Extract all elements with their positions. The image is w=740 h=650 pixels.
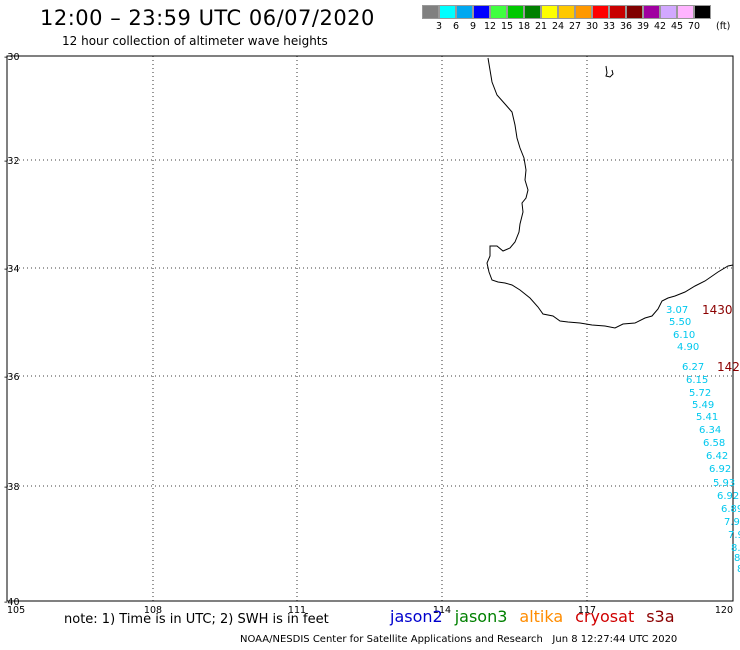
map-subtitle: 12 hour collection of altimeter wave hei… [62, 34, 328, 48]
swh-value: 3.07 [666, 305, 688, 316]
swh-value: 6.92 [709, 464, 731, 475]
legend-swatch [592, 5, 609, 19]
swh-value: 6.10 [673, 330, 695, 341]
legend-swatch [422, 5, 439, 19]
legend-label: 33 [602, 21, 616, 32]
satellite-jason2: jason2 [390, 607, 443, 626]
latitude-label: -38 [4, 482, 20, 493]
swh-value: 6.34 [699, 425, 721, 436]
legend-label: 39 [636, 21, 650, 32]
legend-label: 27 [568, 21, 582, 32]
legend-label: 24 [551, 21, 565, 32]
latitude-label: -34 [4, 264, 20, 275]
legend-label: 15 [500, 21, 514, 32]
legend-label: 9 [469, 21, 477, 32]
legend-label: 21 [534, 21, 548, 32]
time-labels: 1430 142 [702, 303, 740, 374]
swh-value: 6.42 [706, 451, 728, 462]
legend-swatch [626, 5, 643, 19]
swh-value: 8 [737, 564, 740, 575]
gridlines [7, 56, 733, 601]
legend-label: 12 [483, 21, 497, 32]
longitude-label: 108 [144, 605, 162, 616]
plot-frame [6, 55, 734, 602]
legend-swatch [541, 5, 558, 19]
generated-timestamp: Jun 8 12:27:44 UTC 2020 [552, 634, 678, 645]
legend-swatch [694, 5, 711, 19]
swh-labels: 3.075.50 6.104.90 6.27 6.15 5.725.495.41 6.34… [666, 305, 740, 575]
credit-line: NOAA/NESDIS Center for Satellite Applica… [240, 634, 677, 645]
legend-swatch [456, 5, 473, 19]
satellite-cryosat: cryosat [575, 607, 635, 626]
latitude-label: -40 [4, 597, 20, 608]
color-legend [422, 5, 711, 21]
satellite-altika: altika [519, 607, 564, 626]
swh-value: 6.15 [686, 375, 708, 386]
footnote: note: 1) Time is in UTC; 2) SWH is in fe… [64, 612, 329, 627]
legend-swatch [490, 5, 507, 19]
swh-value: 8. [734, 553, 740, 564]
legend-swatch [609, 5, 626, 19]
swh-value: 7.9 [724, 517, 740, 528]
coastline [486, 57, 734, 329]
legend-swatch [439, 5, 456, 19]
latitude-label: -36 [4, 372, 20, 383]
map-title: 12:00 – 23:59 UTC 06/07/2020 [40, 6, 375, 30]
legend-label: 6 [452, 21, 460, 32]
satellite-s3a: s3a [646, 607, 675, 626]
legend-label: 42 [653, 21, 667, 32]
legend-label: 3 [435, 21, 443, 32]
legend-swatch [643, 5, 660, 19]
satellite-legend: jason2 jason3 altika cryosat s3a [390, 607, 675, 626]
swh-value: 6.89 [721, 504, 740, 515]
legend-swatch [558, 5, 575, 19]
longitude-label: 114 [433, 605, 451, 616]
swh-value: 7.9 [728, 530, 740, 541]
satellite-jason3: jason3 [454, 607, 508, 626]
legend-label: 45 [670, 21, 684, 32]
latitude-label: -32 [4, 156, 20, 167]
legend-label: 18 [517, 21, 531, 32]
swh-value: 5.93 [713, 478, 735, 489]
longitude-label: 111 [288, 605, 306, 616]
legend-swatch [524, 5, 541, 19]
swh-value: 5.41 [696, 412, 718, 423]
legend-label: 30 [585, 21, 599, 32]
swh-value: 6.27 [682, 362, 704, 373]
legend-label: 36 [619, 21, 633, 32]
latitude-label: -30 [4, 52, 20, 63]
swh-value: 5.50 [669, 317, 691, 328]
swh-value: 8. [731, 543, 740, 554]
longitude-label: 117 [578, 605, 596, 616]
longitude-label: 120 [715, 605, 733, 616]
longitude-label: 105 [7, 605, 25, 616]
swh-value: 5.72 [689, 388, 711, 399]
legend-unit: (ft) [716, 21, 731, 32]
legend-swatch [575, 5, 592, 19]
legend-swatch [677, 5, 694, 19]
island-outline [605, 65, 614, 78]
legend-swatch [473, 5, 490, 19]
pass-time-label: 142 [717, 360, 740, 374]
legend-label: 70 [687, 21, 701, 32]
legend-swatch [507, 5, 524, 19]
credit-text: NOAA/NESDIS Center for Satellite Applica… [240, 634, 543, 645]
legend-swatch [660, 5, 677, 19]
pass-time-label: 1430 [702, 303, 733, 317]
swh-value: 6.92 [717, 491, 739, 502]
swh-value: 6.58 [703, 438, 725, 449]
swh-value: 5.49 [692, 400, 714, 411]
swh-value: 4.90 [677, 342, 699, 353]
